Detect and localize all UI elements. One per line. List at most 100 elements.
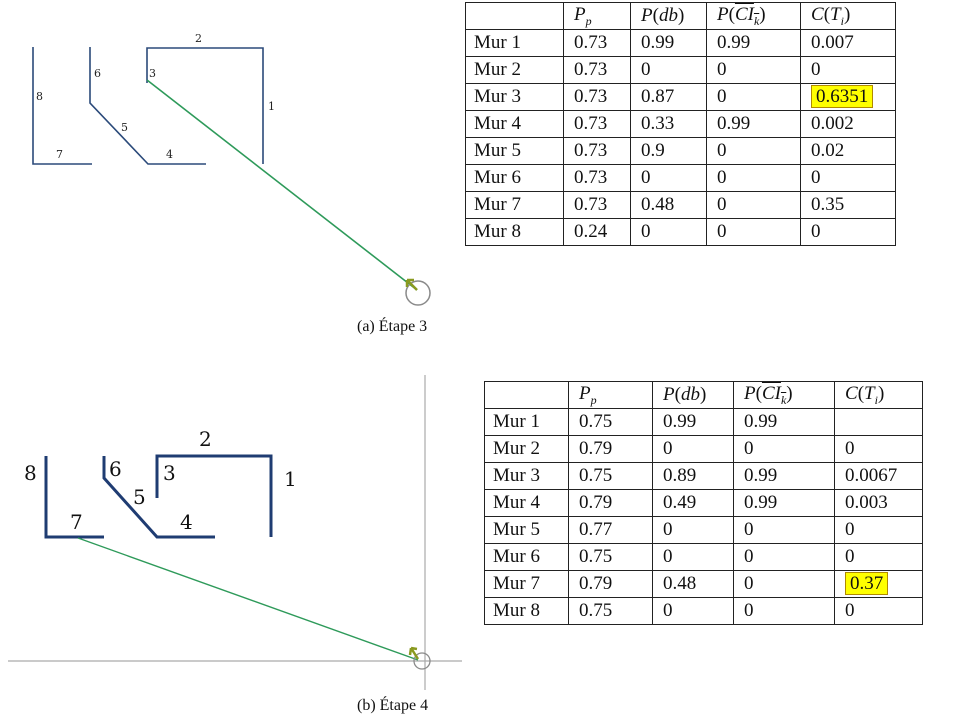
wall-cell-b: Mur 8 [484, 597, 569, 625]
map-diagram-b: 2 1 3 6 8 5 7 4 [8, 375, 462, 690]
ct-cell-a: 0.02 [800, 137, 896, 165]
walls-a [32, 47, 264, 165]
pci-cell-b: 0 [733, 597, 835, 625]
pci-cell-a: 0.99 [706, 110, 801, 138]
walls-b [44, 454, 273, 539]
pci-cell-b: 0 [733, 516, 835, 544]
table-row: Mur 1 0.75 0.99 0.99 [484, 408, 923, 436]
caption-a: (a) Étape 3 [357, 318, 428, 335]
wall-cell-b: Mur 2 [484, 435, 569, 463]
wall-label-5-a: 5 [121, 121, 128, 134]
wall-cell-a: Mur 1 [465, 29, 564, 57]
pci-cell-a: 0 [706, 137, 801, 165]
pci-cell-a: 0 [706, 83, 801, 111]
ct-cell-a: 0 [800, 56, 896, 84]
pdb-cell-b: 0.99 [652, 408, 734, 436]
wall-label-3-b: 3 [163, 461, 176, 485]
pp-cell-b: 0.79 [568, 489, 653, 517]
wall-label-4-b: 4 [180, 510, 193, 534]
pci-cell-b: 0 [733, 435, 835, 463]
wall-label-7-a: 7 [56, 148, 63, 161]
ct-cell-b: 0.37 [834, 570, 923, 598]
table-row: Mur 2 0.73 0 0 0 [465, 56, 896, 84]
arrow-icon-b [408, 646, 420, 660]
header-pp-a: Pp [563, 2, 631, 30]
header-ct-b: C(Ti) [834, 381, 923, 409]
robot-b [413, 652, 431, 670]
pp-cell-a: 0.73 [563, 29, 631, 57]
highlighted-value-b: 0.37 [845, 572, 889, 595]
wall-cell-a: Mur 4 [465, 110, 564, 138]
ct-cell-a: 0.6351 [800, 83, 896, 111]
pdb-cell-a: 0.33 [630, 110, 707, 138]
table-row: Mur 3 0.75 0.89 0.99 0.0067 [484, 462, 923, 490]
pp-cell-b: 0.79 [568, 570, 653, 598]
ct-cell-b: 0.0067 [834, 462, 923, 490]
wall-label-1-b: 1 [284, 467, 297, 491]
wall-label-7-b: 7 [70, 510, 83, 534]
header-empty-a [465, 2, 564, 30]
ct-cell-a: 0.35 [800, 191, 896, 219]
wall-3-2-1-a [146, 47, 264, 164]
wall-label-1-a: 1 [268, 100, 275, 113]
pdb-cell-a: 0.87 [630, 83, 707, 111]
pp-cell-a: 0.73 [563, 83, 631, 111]
table-row: Mur 7 0.79 0.48 0 0.37 [484, 570, 923, 598]
table-row: Mur 8 0.24 0 0 0 [465, 218, 896, 246]
ct-cell-b: 0 [834, 516, 923, 544]
pci-cell-b: 0 [733, 543, 835, 571]
wall-cell-a: Mur 5 [465, 137, 564, 165]
wall-label-3-a: 3 [149, 67, 156, 80]
table-row: Mur 7 0.73 0.48 0 0.35 [465, 191, 896, 219]
pdb-cell-a: 0.99 [630, 29, 707, 57]
results-table-b: Pp P(db) P(CIk) C(Ti) Mur 1 0.75 0.99 0.99 M… [484, 381, 923, 625]
pp-cell-a: 0.73 [563, 191, 631, 219]
wall-label-2-a: 2 [195, 32, 202, 45]
pdb-cell-b: 0 [652, 435, 734, 463]
ct-cell-b: 0.003 [834, 489, 923, 517]
pdb-cell-a: 0.48 [630, 191, 707, 219]
ct-cell-b: 0 [834, 435, 923, 463]
ray-a [146, 79, 418, 291]
wall-label-8-a: 8 [36, 90, 43, 103]
caption-b: (b) Étape 4 [357, 697, 429, 714]
wall-8-7-b [44, 456, 104, 539]
wall-cell-b: Mur 6 [484, 543, 569, 571]
table-body-b: Mur 1 0.75 0.99 0.99 Mur 2 0.79 0 0 0 Mur 3 0.75 0.… [484, 408, 923, 625]
wall-cell-a: Mur 6 [465, 164, 564, 192]
wall-cell-a: Mur 8 [465, 218, 564, 246]
pdb-cell-b: 0 [652, 543, 734, 571]
pci-cell-b: 0.99 [733, 489, 835, 517]
pp-cell-b: 0.75 [568, 462, 653, 490]
pdb-cell-a: 0 [630, 218, 707, 246]
wall-6-5-4-a [89, 47, 206, 165]
pci-cell-b: 0 [733, 570, 835, 598]
header-pci-b: P(CIk) [733, 381, 835, 409]
table-row: Mur 3 0.73 0.87 0 0.6351 [465, 83, 896, 111]
pci-cell-a: 0 [706, 218, 801, 246]
pp-cell-b: 0.75 [568, 597, 653, 625]
table-row: Mur 2 0.79 0 0 0 [484, 435, 923, 463]
ct-cell-a: 0 [800, 164, 896, 192]
pdb-cell-b: 0.89 [652, 462, 734, 490]
ct-cell-a: 0.002 [800, 110, 896, 138]
pp-cell-b: 0.79 [568, 435, 653, 463]
robot-a [405, 280, 431, 306]
header-pdb-b: P(db) [652, 381, 734, 409]
header-pdb-a: P(db) [630, 2, 707, 30]
wall-label-5-b: 5 [133, 485, 146, 509]
pp-cell-b: 0.75 [568, 543, 653, 571]
pp-cell-a: 0.73 [563, 56, 631, 84]
pdb-cell-b: 0 [652, 597, 734, 625]
pci-cell-b: 0.99 [733, 462, 835, 490]
table-row: Mur 5 0.73 0.9 0 0.02 [465, 137, 896, 165]
pdb-cell-b: 0 [652, 516, 734, 544]
pci-cell-a: 0 [706, 56, 801, 84]
pci-cell-b: 0.99 [733, 408, 835, 436]
pci-cell-a: 0.99 [706, 29, 801, 57]
table-row: Mur 6 0.75 0 0 0 [484, 543, 923, 571]
table-row: Mur 1 0.73 0.99 0.99 0.007 [465, 29, 896, 57]
pp-cell-a: 0.73 [563, 164, 631, 192]
table-row: Mur 4 0.79 0.49 0.99 0.003 [484, 489, 923, 517]
